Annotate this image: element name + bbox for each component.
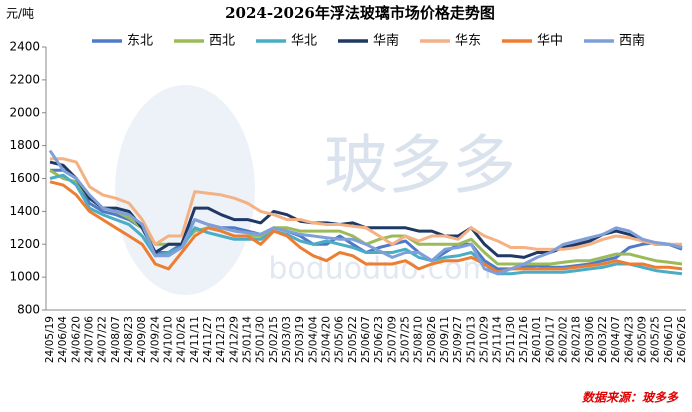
legend-label: 华东 [455,34,481,49]
x-tick-label: 26/03/06 [584,316,596,363]
x-tick-label: 25/07/25 [400,316,412,363]
legend-label: 华南 [373,33,399,49]
y-tick-label: 1000 [9,270,40,284]
x-tick-label: 25/09/11 [439,316,451,363]
x-tick-label: 24/10/10 [163,316,175,363]
x-tick-label: 25/10/29 [479,316,491,363]
y-tick-label: 2200 [9,72,40,86]
x-tick-label: 25/04/20 [321,316,333,363]
x-tick-label: 26/03/22 [597,316,609,363]
x-tick-label: 24/11/11 [189,316,201,363]
x-tick-label: 25/11/14 [492,316,504,363]
x-tick-label: 24/07/06 [84,316,96,363]
watermark: 玻多多 boduoduo.com [115,85,516,295]
x-tick-label: 24/11/27 [202,316,214,363]
legend-label: 华中 [537,34,563,49]
x-tick-label: 25/12/16 [518,316,530,363]
x-tick-label: 24/08/07 [110,316,122,363]
y-unit: 元/吨 [6,7,34,21]
x-tick-label: 24/10/26 [176,316,188,363]
x-tick-label: 25/06/23 [373,316,385,363]
x-tick-label: 25/10/13 [465,316,477,363]
x-tick-label: 25/09/27 [452,316,464,363]
x-tick-label: 26/05/09 [637,316,649,363]
x-tick-label: 25/03/19 [294,316,306,363]
watermark-logo [115,85,255,295]
source: 数据来源：玻多多 [582,391,679,405]
y-tick-label: 1400 [9,204,40,218]
legend-label: 西北 [209,34,235,49]
x-tick-label: 24/08/23 [123,316,135,363]
x-tick-label: 25/03/03 [281,316,293,363]
series-line [50,157,682,251]
x-tick-label: 26/06/26 [676,316,688,363]
y-tick-label: 1600 [9,171,40,185]
x-tick-label: 25/04/04 [307,316,319,363]
y-tick-label: 2400 [9,40,40,54]
x-tick-label: 26/01/17 [544,316,556,363]
legend-label: 西南 [619,33,645,49]
legend-label: 东北 [127,34,153,49]
x-tick-label: 25/11/30 [505,316,517,363]
series-line [49,180,683,274]
x-tick-label: 25/01/30 [255,316,267,363]
x-tick-label: 24/05/19 [44,316,56,363]
x-tick-label: 26/02/18 [571,316,583,363]
x-tick-label: 24/07/22 [97,316,109,363]
x-tick-label: 25/08/10 [413,316,425,363]
x-tick-label: 26/01/01 [531,316,543,363]
x-tick-label: 26/06/10 [663,316,675,363]
y-tick-label: 800 [17,303,40,317]
x-tick-label: 24/06/04 [57,316,69,363]
x-tick-label: 24/12/29 [228,316,240,363]
x-tick-label: 26/02/02 [558,316,570,363]
x-tick-label: 25/02/15 [268,316,280,363]
watermark-text: 玻多多 [324,130,516,204]
x-tick-label: 26/04/23 [623,316,635,363]
y-tick-label: 1200 [9,237,40,251]
x-tick-label: 24/12/13 [215,316,227,363]
legend-label: 华北 [291,34,317,49]
x-tick-label: 24/09/08 [136,316,148,363]
x-tick-label: 25/07/09 [386,316,398,363]
y-tick-label: 1800 [9,138,40,152]
x-tick-label: 25/06/07 [360,316,372,363]
x-tick-label: 25/01/14 [242,316,254,363]
chart-title: 2024-2026年浮法玻璃市场价格走势图 [225,4,495,22]
x-tick-label: 24/09/24 [149,316,161,363]
x-tick-label: 24/06/20 [70,316,82,363]
x-tick-label: 26/04/07 [610,316,622,363]
y-tick-label: 2000 [9,105,40,119]
x-tick-label: 25/05/22 [347,316,359,363]
x-tick-label: 25/05/06 [334,316,346,363]
x-tick-label: 26/05/25 [650,316,662,363]
x-tick-label: 25/08/26 [426,316,438,363]
series-line [48,149,683,276]
